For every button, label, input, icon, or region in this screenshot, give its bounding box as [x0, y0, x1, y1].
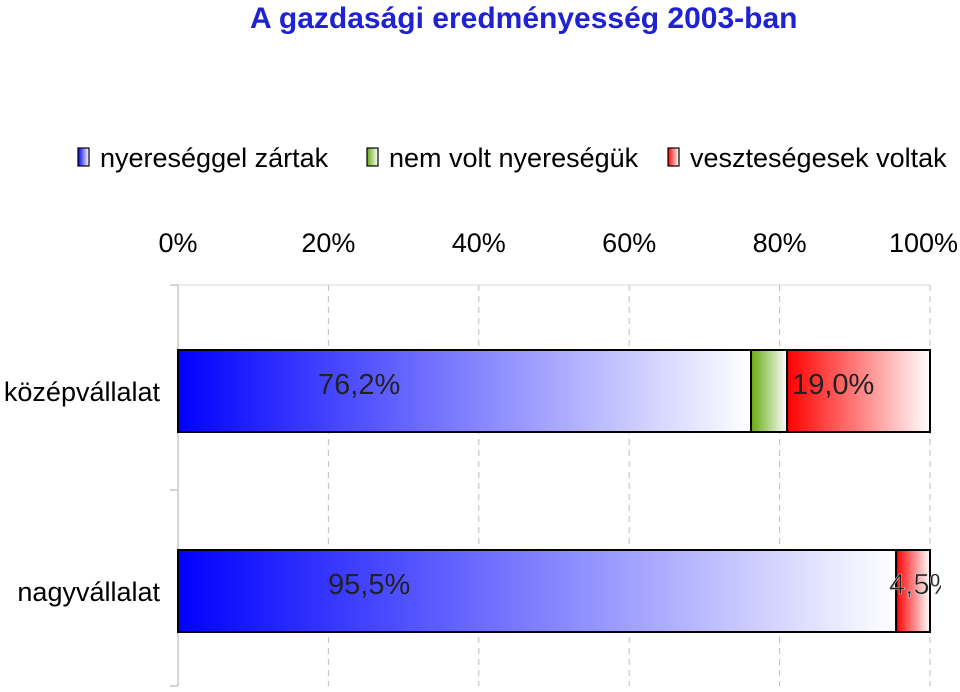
legend-label-nyereseggel-zartak: nyereséggel zártak	[100, 143, 329, 173]
data-label-kozepvallalat-vesztesegesek-voltak: 19,0%	[792, 369, 874, 401]
legend-label-nem-volt-nyereseguk: nem volt nyereségük	[389, 143, 639, 173]
legend-swatch-vesztesegesek-voltak	[667, 147, 680, 167]
category-label-nagyvallalat: nagyvállalat	[17, 577, 160, 607]
legend-item-nem-volt-nyereseguk: nem volt nyereségük	[366, 143, 639, 173]
x-tick-label: 40%	[452, 228, 506, 258]
x-tick-label: 20%	[301, 228, 355, 258]
bar-kozepvallalat-vesztesegesek-voltak	[786, 349, 931, 433]
bar-kozepvallalat-nem-volt-nyereseguk	[750, 349, 789, 433]
legend-label-vesztesegesek-voltak: veszteségesek voltak	[690, 143, 947, 173]
x-tick-label: 100%	[889, 228, 958, 258]
legend-item-nyereseggel-zartak: nyereséggel zártak	[77, 143, 329, 173]
legend-swatch-nem-volt-nyereseguk	[366, 147, 379, 167]
category-label-kozepvallalat: középvállalat	[4, 377, 161, 407]
legend-swatch-nyereseggel-zartak	[77, 147, 90, 167]
bar-nagyvallalat-vesztesegesek-voltak	[895, 549, 931, 633]
legend: nyereséggel zártak nem volt nyereségük ves…	[77, 143, 947, 173]
x-tick-label: 60%	[602, 228, 656, 258]
x-tick-label: 80%	[753, 228, 807, 258]
data-label-nagyvallalat-vesztesegesek-voltak: 4,5%	[889, 569, 955, 601]
legend-item-vesztesegesek-voltak: veszteségesek voltak	[667, 143, 947, 173]
data-label-kozepvallalat-nyereseggel-zartak: 76,2%	[318, 369, 400, 401]
x-axis-ticks: 0% 20% 40% 60% 80% 100%	[158, 228, 958, 258]
bar-nagyvallalat-nyereseggel-zartak	[177, 549, 898, 633]
x-tick-label: 0%	[158, 228, 197, 258]
bar-kozepvallalat-nyereseggel-zartak	[177, 349, 753, 433]
chart-title: A gazdasági eredményesség 2003-ban	[250, 2, 797, 35]
plot-area: középvállalat 76,2% 19,0% nagyvállalat 95,5%…	[4, 284, 955, 687]
data-label-nagyvallalat-nyereseggel-zartak: 95,5%	[328, 569, 410, 601]
